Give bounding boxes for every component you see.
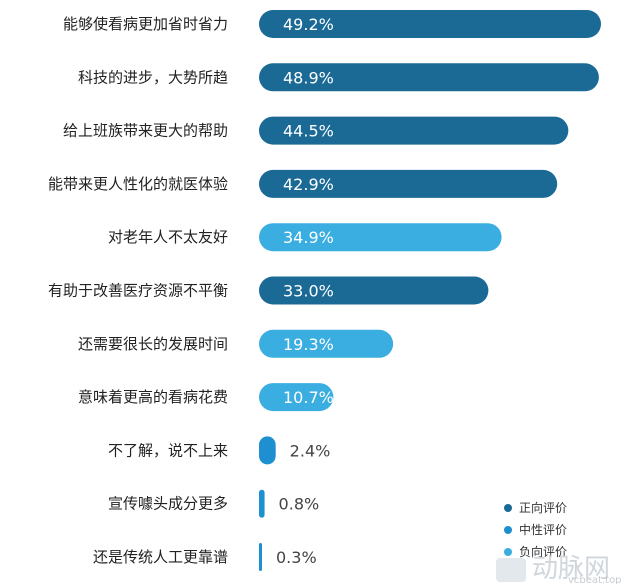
value-label: 42.9%	[283, 175, 334, 194]
category-label: 宣传噱头成分更多	[108, 495, 228, 513]
watermark-logo	[496, 558, 526, 582]
category-label: 有助于改善医疗资源不平衡	[48, 282, 228, 300]
value-label: 44.5%	[283, 122, 334, 141]
bar	[259, 169, 558, 198]
value-label: 48.9%	[283, 68, 334, 87]
bar	[259, 329, 394, 358]
value-label: 0.8%	[279, 495, 320, 514]
category-label: 科技的进步，大势所趋	[78, 68, 228, 86]
bar	[259, 223, 502, 252]
value-label: 49.2%	[283, 15, 334, 34]
category-label: 能够使看病更加省时省力	[63, 15, 228, 33]
bar	[259, 116, 569, 145]
value-label: 2.4%	[290, 441, 331, 460]
bar	[259, 63, 599, 92]
value-label: 0.3%	[276, 548, 317, 567]
watermark-text: 动脉网	[532, 554, 610, 584]
watermark: 动脉网 vcbeat.top	[496, 554, 622, 584]
bar	[259, 436, 276, 465]
value-label: 33.0%	[283, 282, 334, 301]
bar	[259, 489, 265, 518]
category-label: 能带来更人性化的就医体验	[48, 175, 228, 193]
value-label: 19.3%	[283, 335, 334, 354]
legend-label: 负向评价	[519, 544, 567, 559]
category-label: 对老年人不太友好	[108, 228, 228, 246]
category-label: 还需要很长的发展时间	[78, 335, 228, 353]
legend-dot	[504, 548, 512, 556]
bar	[259, 383, 334, 412]
value-label: 34.9%	[283, 228, 334, 247]
bar	[259, 543, 262, 571]
category-label: 不了解，说不上来	[108, 441, 228, 459]
bars-layer: 能够使看病更加省时省力 49.2% 科技的进步，大势所趋 48.9% 给上班族带来更大的…	[48, 10, 601, 571]
bar	[259, 276, 489, 305]
legend-dot	[504, 504, 512, 512]
category-label: 意味着更高的看病花费	[78, 388, 228, 406]
category-label: 还是传统人工更靠谱	[93, 548, 228, 566]
legend-dot	[504, 526, 512, 534]
bar	[259, 10, 601, 38]
value-label: 10.7%	[283, 388, 334, 407]
watermark-url: vcbeat.top	[568, 575, 622, 584]
legend-label: 正向评价	[519, 500, 567, 515]
legend-label: 中性评价	[519, 522, 567, 537]
category-label: 给上班族带来更大的帮助	[63, 122, 228, 140]
